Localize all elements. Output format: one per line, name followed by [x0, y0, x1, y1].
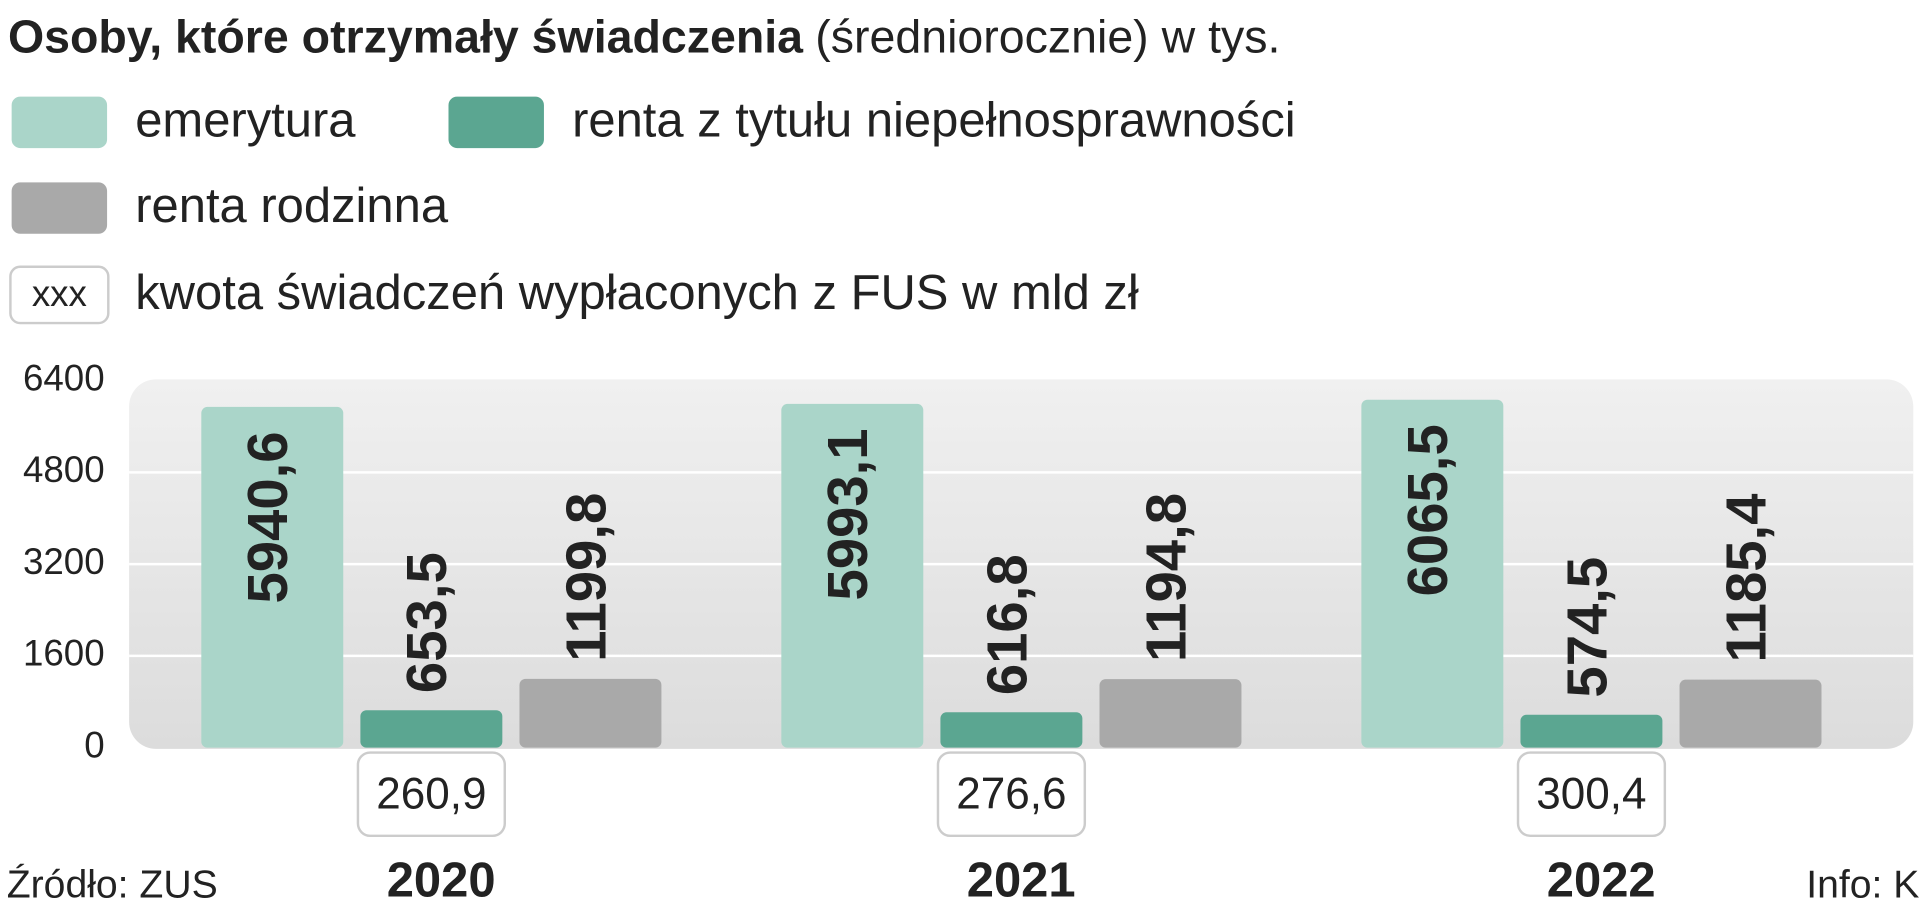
- source: Źródło: ZUS: [7, 864, 218, 907]
- y-tick-label: 0: [84, 724, 104, 765]
- legend-swatch: [9, 94, 110, 151]
- fus-label: 260,9: [376, 769, 486, 818]
- value-label: 1194,8: [1134, 493, 1197, 662]
- value-label: 616,8: [975, 554, 1038, 695]
- title: Osoby, które otrzymały świadczenia: [8, 11, 804, 63]
- fus-box: [356, 751, 507, 838]
- fus-label: 276,6: [956, 769, 1066, 818]
- legend-swatch: [446, 94, 547, 151]
- bar: [360, 710, 503, 748]
- value-label: 6065,5: [1396, 424, 1459, 596]
- value-label: 574,5: [1555, 557, 1618, 698]
- bar: [1520, 714, 1663, 748]
- fus-legend-label: kwota świadczeń wypłaconych z FUS w mld …: [135, 266, 1139, 320]
- fus-box: [1516, 751, 1667, 838]
- y-tick-label: 4800: [23, 449, 105, 490]
- bar: [940, 712, 1083, 748]
- chart-title: Osoby, które otrzymały świadczenia (średn…: [8, 11, 1280, 63]
- value-label: 1185,4: [1714, 494, 1777, 663]
- value-label: 653,5: [395, 552, 458, 693]
- fus-legend-box-label: xxx: [32, 273, 87, 314]
- y-tick-label: 6400: [23, 357, 105, 398]
- value-label: 1199,8: [554, 493, 617, 662]
- legend-swatch: [9, 179, 110, 237]
- legend-label: renta rodzinna: [135, 179, 449, 233]
- x-tick-label: 2022: [1547, 853, 1656, 907]
- x-tick-label: 2020: [387, 853, 496, 907]
- bar: [1679, 679, 1822, 748]
- fus-box: [936, 751, 1087, 838]
- fus-label: 300,4: [1536, 769, 1646, 818]
- y-tick-label: 3200: [23, 541, 105, 582]
- bar: [781, 403, 924, 748]
- bar: [519, 678, 662, 748]
- x-tick-label: 2021: [967, 853, 1076, 907]
- legend-label: renta z tytułu niepełnosprawności: [572, 94, 1296, 148]
- fus-legend-box: [9, 265, 110, 325]
- bar: [1361, 399, 1504, 748]
- value-label: 5993,1: [816, 428, 879, 600]
- credit: Info: K: [1806, 864, 1919, 907]
- bar: [1099, 679, 1242, 748]
- subtitle: (średniorocznie) w tys.: [815, 11, 1280, 63]
- value-label: 5940,6: [236, 431, 299, 603]
- legend-label: emerytura: [135, 94, 356, 148]
- y-tick-label: 1600: [23, 633, 105, 674]
- bar: [201, 406, 344, 748]
